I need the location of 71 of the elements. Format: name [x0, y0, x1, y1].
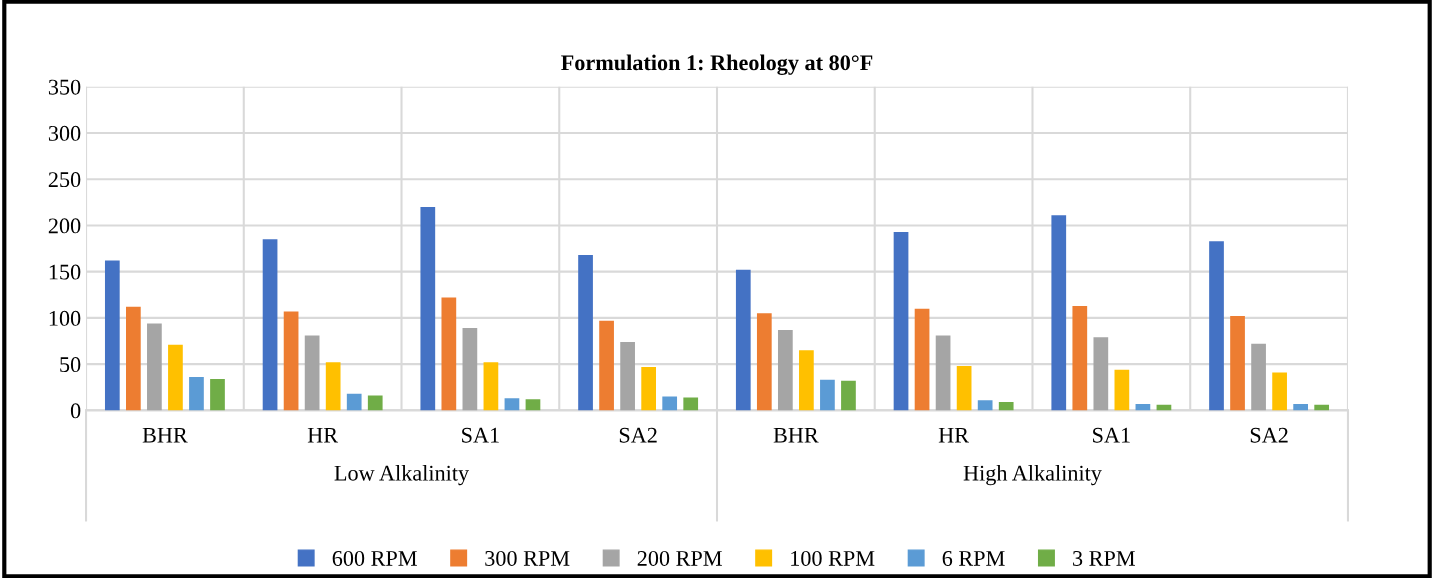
bar [104, 260, 120, 411]
bar [1209, 241, 1224, 411]
bar [735, 269, 751, 411]
bar [420, 206, 436, 411]
y-tick-label: 150 [49, 264, 81, 280]
bar [483, 362, 499, 411]
bar [977, 400, 993, 411]
bar [756, 313, 772, 411]
bar [620, 341, 635, 411]
x-tick-label: SA2 [619, 427, 657, 443]
bar [599, 320, 614, 411]
bar [525, 399, 541, 411]
bar [935, 335, 951, 411]
bar [189, 377, 204, 411]
bar [462, 328, 478, 411]
bar [1051, 215, 1067, 411]
bar [367, 395, 383, 411]
legend-label: 3 RPM [1073, 550, 1135, 566]
y-tick-label: 50 [60, 357, 81, 373]
bar [441, 297, 457, 411]
bar [683, 397, 699, 411]
legend-label: 600 RPM [332, 550, 417, 566]
x-tick-label: BHR [773, 427, 819, 443]
bar [998, 402, 1014, 411]
bar [1093, 337, 1109, 411]
bar [662, 396, 678, 411]
bar [1293, 403, 1308, 411]
bar [799, 350, 814, 411]
bar [304, 335, 320, 411]
bar [346, 393, 362, 411]
bar [504, 398, 520, 411]
bar [147, 323, 162, 411]
chart-title: Formulation 1: Rheology at 80°F [561, 54, 873, 75]
bar [956, 365, 972, 411]
y-tick-label: 200 [48, 218, 81, 234]
bar [126, 306, 141, 411]
x-tick-label: SA2 [1250, 427, 1288, 443]
bar [283, 311, 299, 411]
x-tick-label: SA1 [1093, 427, 1130, 443]
y-tick-label: 300 [48, 125, 81, 141]
bar [1314, 404, 1330, 411]
text: High Alkalinity [963, 465, 1102, 486]
legend-label: 200 RPM [637, 550, 722, 566]
legend-label: 6 RPM [942, 550, 1005, 566]
bar [893, 231, 909, 411]
x-tick-label: BHR [142, 427, 188, 443]
x-tick-label: HR [938, 427, 970, 443]
y-tick-label: 250 [48, 172, 81, 188]
bar [641, 366, 657, 411]
bar [1072, 305, 1088, 411]
legend-label: 100 RPM [791, 550, 875, 566]
bar [210, 378, 225, 411]
y-tick-label: 0 [70, 403, 81, 419]
x-tick-label: SA1 [462, 427, 499, 443]
bar [777, 329, 793, 411]
bar [1230, 316, 1245, 411]
legend-label: 300 RPM [485, 550, 570, 566]
bar [1272, 372, 1287, 411]
bar [1114, 369, 1130, 411]
bar [820, 379, 835, 411]
bar [1251, 343, 1266, 411]
bar [325, 362, 341, 411]
bar [914, 308, 930, 411]
text: Low Alkalinity [334, 465, 470, 486]
bar [168, 344, 183, 411]
y-tick-label: 100 [49, 310, 81, 326]
y-tick-label: 350 [48, 79, 81, 95]
bar [578, 255, 593, 411]
bar [841, 380, 856, 411]
bar [262, 239, 278, 411]
x-tick-label: HR [307, 427, 339, 443]
